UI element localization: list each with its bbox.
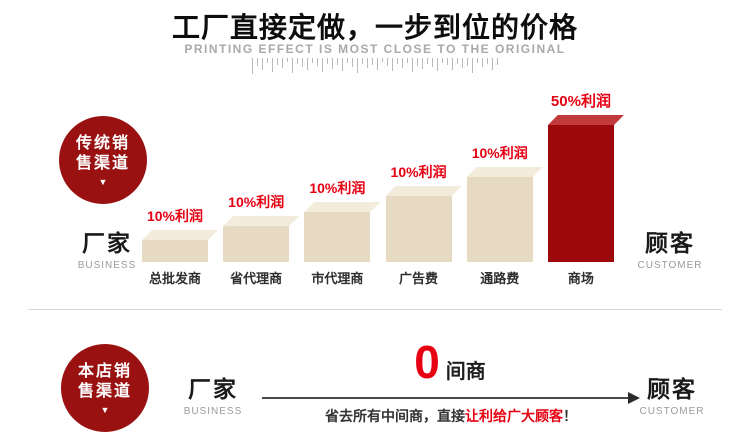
section-divider xyxy=(28,309,722,310)
bar: 10%利润广告费 xyxy=(385,164,462,286)
zero-middlemen: 0 间商 xyxy=(260,338,640,386)
note-prefix: 省去所有中间商，直接 xyxy=(325,408,465,424)
note-highlight: 让利给广大顾客 xyxy=(465,408,563,424)
customer-subname: CUSTOMER xyxy=(637,260,703,271)
bar-front-face xyxy=(304,212,371,262)
bar-front-face xyxy=(223,226,290,262)
page-subtitle: PRINTING EFFECT IS MOST CLOSE TO THE ORI… xyxy=(184,42,566,56)
producer-name: 厂家 xyxy=(82,230,132,256)
bar-top-face xyxy=(304,202,381,212)
bar-top-face xyxy=(466,167,543,177)
category-label: 省代理商 xyxy=(230,271,283,286)
traditional-channel-badge: 传统销 售渠道 ▼ xyxy=(59,116,147,204)
category-label: 通路费 xyxy=(480,271,520,286)
bar-front-face xyxy=(547,125,614,262)
customer-label-bottom: 顾客 CUSTOMER xyxy=(632,370,712,417)
customer-subname: CUSTOMER xyxy=(639,406,705,417)
barcode-decoration xyxy=(252,58,498,76)
bar-front-face xyxy=(142,240,208,262)
category-label: 广告费 xyxy=(399,271,439,286)
arrow-head-icon xyxy=(628,392,640,404)
arrow-down-icon: ▼ xyxy=(98,176,108,187)
producer-subname: BUSINESS xyxy=(77,260,137,271)
bar-top-face xyxy=(547,115,624,125)
category-label: 市代理商 xyxy=(311,271,364,286)
profit-label: 10%利润 xyxy=(228,194,285,210)
profit-bar-chart: 10%利润 总批发商 10%利润 省代理商 10%利润 市代理商 10%利润 广告费 10%利润… xyxy=(142,93,624,286)
customer-label-top: 顾客 CUSTOMER xyxy=(630,224,710,271)
profit-label: 10%利润 xyxy=(390,164,447,180)
bar-front-face xyxy=(385,196,452,262)
bar: 10%利润省代理商 xyxy=(223,194,300,286)
profit-label: 10%利润 xyxy=(146,208,204,224)
customer-name: 顾客 xyxy=(645,230,695,256)
badge-text-line1: 传统销 xyxy=(75,134,130,152)
zero-count: 0 xyxy=(414,336,440,388)
flow-arrow xyxy=(262,392,640,404)
bar-top-face xyxy=(142,230,218,240)
bar-front-face xyxy=(466,177,533,262)
arrow-line xyxy=(262,397,630,399)
bar: 10%利润市代理商 xyxy=(304,180,381,286)
badge-text-line2: 售渠道 xyxy=(77,382,132,400)
bar: 10%利润总批发商 xyxy=(142,208,218,286)
badge-text-line2: 售渠道 xyxy=(75,154,130,172)
producer-label-top: 厂家 BUSINESS xyxy=(70,224,144,271)
customer-name: 顾客 xyxy=(647,376,697,402)
producer-label-bottom: 厂家 BUSINESS xyxy=(176,370,250,417)
page-title: 工厂直接定做，一步到位的价格 xyxy=(171,12,578,43)
bar: 10%利润通路费 xyxy=(466,145,543,286)
note-text: 省去所有中间商，直接让利给广大顾客！ xyxy=(262,406,640,426)
producer-name: 厂家 xyxy=(188,376,238,402)
producer-subname: BUSINESS xyxy=(183,406,243,417)
bar-top-face xyxy=(385,186,462,196)
bar-top-face xyxy=(223,216,300,226)
note-suffix: ！ xyxy=(563,408,577,424)
badge-text-line1: 本店销 xyxy=(77,362,132,380)
category-label: 总批发商 xyxy=(148,271,202,286)
bar: 50%利润商场 xyxy=(547,93,624,286)
profit-label: 10%利润 xyxy=(471,145,528,161)
direct-channel-badge: 本店销 售渠道 ▼ xyxy=(61,344,149,432)
profit-label: 10%利润 xyxy=(309,180,366,196)
arrow-down-icon: ▼ xyxy=(100,404,110,415)
profit-label: 50%利润 xyxy=(550,93,611,110)
zero-suffix: 间商 xyxy=(445,361,486,383)
category-label: 商场 xyxy=(567,271,594,286)
